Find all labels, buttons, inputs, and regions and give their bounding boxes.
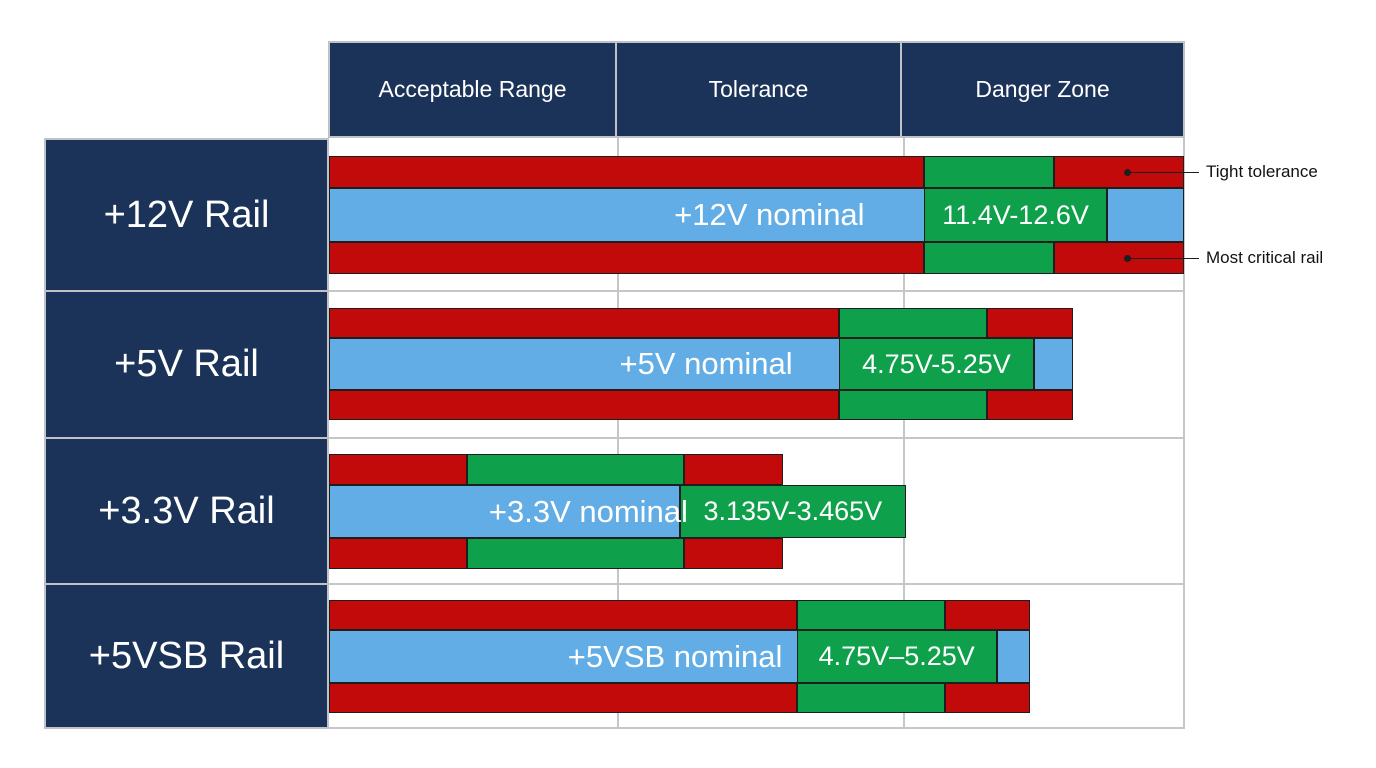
column-header-tolerance: Tolerance (615, 41, 902, 138)
nominal-label-3: +5VSB nominal (567, 638, 783, 674)
danger-bar-bottom-left-3 (329, 683, 797, 713)
acceptable-tail-1 (1034, 338, 1073, 390)
danger-bar-top-left-2 (329, 454, 467, 485)
acceptable-tail-0 (1107, 188, 1184, 242)
annotation-leader-0-1 (1127, 257, 1199, 259)
row-label-3v3: +3.3V Rail (44, 437, 329, 585)
nominal-label-0: +12V nominal (674, 197, 865, 232)
tolerance-bar-top-1 (838, 308, 988, 338)
column-header-danger-zone: Danger Zone (900, 41, 1185, 138)
danger-bar-bottom-left-2 (329, 538, 467, 569)
range-box-3 (796, 630, 997, 683)
acceptable-bar-2 (329, 485, 680, 538)
danger-bar-top-right-1 (987, 308, 1073, 338)
nominal-label-2: +3.3V nominal (488, 493, 688, 529)
annotation-text-0-1: Most critical rail (1206, 248, 1324, 267)
tolerance-bar-bottom-2 (466, 538, 684, 569)
row-label-12v: +12V Rail (44, 138, 329, 292)
grid-horizontal-0 (329, 290, 1184, 292)
grid-vertical-right (1183, 138, 1185, 729)
range-label-2: 3.135V-3.465V (703, 496, 883, 526)
acceptable-tail-3 (996, 630, 1031, 683)
grid-horizontal-3 (329, 727, 1184, 729)
annotation-leader-0-0 (1127, 171, 1199, 173)
danger-bar-top-right-3 (945, 600, 1031, 630)
row-label-5vsb: +5VSB Rail (44, 583, 329, 729)
grid-vertical-1 (903, 138, 905, 728)
grid-vertical-0 (617, 138, 619, 728)
danger-bar-bottom-right-2 (683, 538, 783, 569)
tolerance-bar-top-0 (924, 156, 1055, 188)
tolerance-bar-bottom-0 (924, 242, 1055, 274)
danger-bar-top-left-0 (329, 156, 925, 188)
range-label-0: 11.4V-12.6V (942, 199, 1089, 230)
column-header-acceptable-range: Acceptable Range (328, 41, 617, 138)
annotation-text-0-0: Tight tolerance (1206, 162, 1318, 181)
range-box-2 (679, 485, 907, 538)
nominal-label-1: +5V nominal (619, 346, 793, 381)
grid-horizontal-1 (329, 437, 1184, 439)
tolerance-bar-bottom-1 (838, 390, 988, 420)
tolerance-bar-top-2 (466, 454, 684, 485)
range-box-0 (924, 188, 1108, 242)
range-label-3: 4.75V–5.25V (818, 641, 975, 671)
danger-bar-top-right-2 (683, 454, 783, 485)
tolerance-bar-top-3 (796, 600, 946, 630)
grid-horizontal-2 (329, 583, 1184, 585)
tolerance-bar-bottom-3 (796, 683, 946, 713)
row-label-5v: +5V Rail (44, 290, 329, 439)
danger-bar-bottom-left-1 (329, 390, 839, 420)
range-box-1 (838, 338, 1035, 390)
danger-bar-top-left-3 (329, 600, 797, 630)
danger-bar-bottom-left-0 (329, 242, 925, 274)
range-label-1: 4.75V-5.25V (862, 348, 1011, 379)
danger-bar-bottom-right-1 (987, 390, 1073, 420)
danger-bar-bottom-right-3 (945, 683, 1031, 713)
danger-bar-top-left-1 (329, 308, 839, 338)
